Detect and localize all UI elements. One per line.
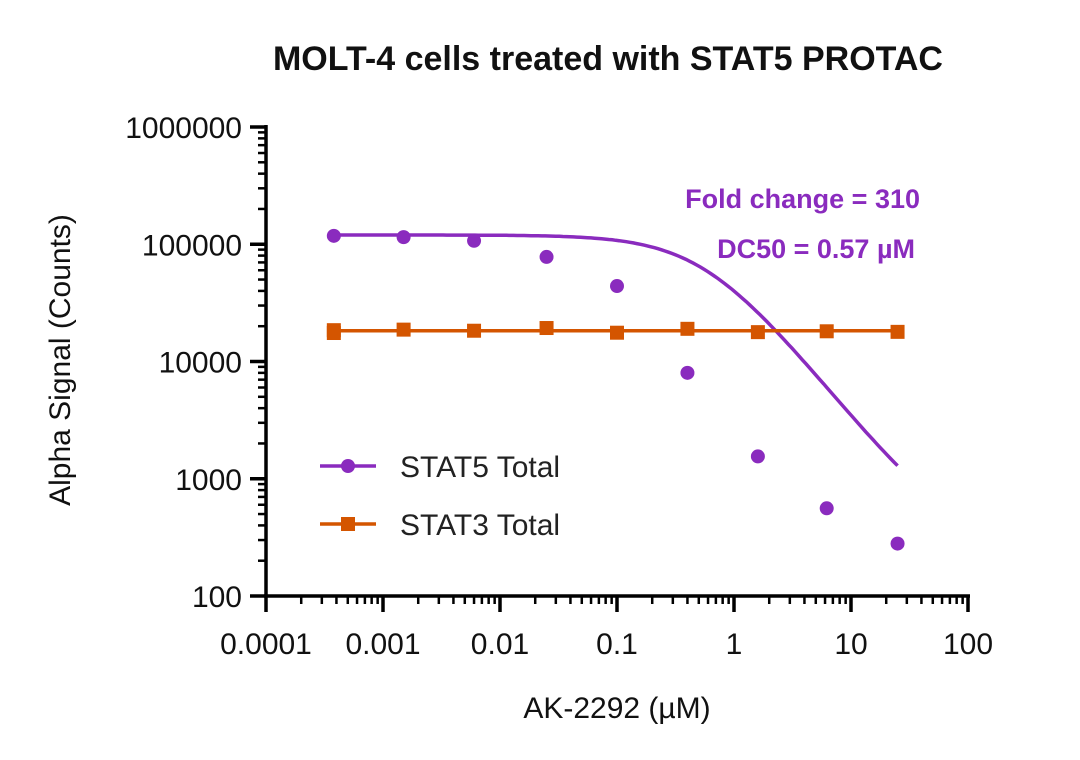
x-axis-label: AK-2292 (µM) bbox=[523, 692, 710, 725]
data-point bbox=[326, 228, 341, 243]
legend-label-stat3: STAT3 Total bbox=[400, 509, 560, 542]
chart-title: MOLT-4 cells treated with STAT5 PROTAC bbox=[273, 40, 943, 78]
data-point bbox=[396, 230, 411, 245]
y-tick-label: 1000 bbox=[175, 464, 242, 497]
data-point bbox=[610, 325, 624, 340]
data-point bbox=[819, 324, 834, 339]
x-tick-label: 0.001 bbox=[345, 628, 420, 661]
x-tick-label: 0.1 bbox=[596, 628, 638, 661]
y-tick-label: 10000 bbox=[159, 347, 242, 380]
series-stat3-total bbox=[326, 321, 905, 341]
fit-curve bbox=[333, 233, 899, 467]
y-tick-label: 100 bbox=[192, 581, 242, 614]
legend-swatch-circle bbox=[341, 459, 355, 473]
y-tick-label: 1000000 bbox=[125, 112, 242, 145]
data-point bbox=[750, 325, 765, 340]
legend-label-stat5: STAT5 Total bbox=[400, 451, 560, 484]
data-point bbox=[890, 324, 905, 339]
data-point bbox=[680, 321, 695, 336]
data-point bbox=[467, 323, 482, 338]
data-point bbox=[680, 365, 695, 380]
legend-item-stat3: STAT3 Total bbox=[320, 509, 560, 542]
data-point bbox=[326, 326, 341, 341]
x-tick-label: 100 bbox=[943, 628, 993, 661]
legend-item-stat5: STAT5 Total bbox=[320, 451, 560, 484]
x-ticks: 0.0001 0.001 0.01 0.1 1 10 100 bbox=[220, 596, 993, 661]
data-point bbox=[539, 249, 554, 264]
legend-swatch-square bbox=[341, 517, 355, 531]
data-point bbox=[396, 322, 411, 337]
series-stat5-total bbox=[326, 228, 905, 551]
x-tick-label: 0.01 bbox=[471, 628, 529, 661]
data-point bbox=[819, 501, 834, 516]
x-tick-label: 10 bbox=[834, 628, 867, 661]
data-point bbox=[467, 233, 482, 248]
annotation-dc50: DC50 = 0.57 µM bbox=[717, 234, 915, 264]
y-axis-label: Alpha Signal (Counts) bbox=[44, 214, 77, 506]
series-layer bbox=[326, 228, 905, 551]
x-tick-label: 0.0001 bbox=[220, 628, 312, 661]
y-tick-label: 100000 bbox=[142, 229, 242, 262]
data-point bbox=[610, 279, 624, 294]
x-tick-label: 1 bbox=[726, 628, 743, 661]
data-point bbox=[890, 536, 905, 551]
annotations: Fold change = 310 DC50 = 0.57 µM bbox=[685, 184, 920, 264]
data-point bbox=[539, 321, 554, 336]
y-ticks: 100 1000 10000 100000 1000000 bbox=[125, 112, 266, 614]
data-point bbox=[750, 449, 765, 464]
legend: STAT5 Total STAT3 Total bbox=[320, 451, 560, 542]
annotation-fold-change: Fold change = 310 bbox=[685, 184, 920, 214]
